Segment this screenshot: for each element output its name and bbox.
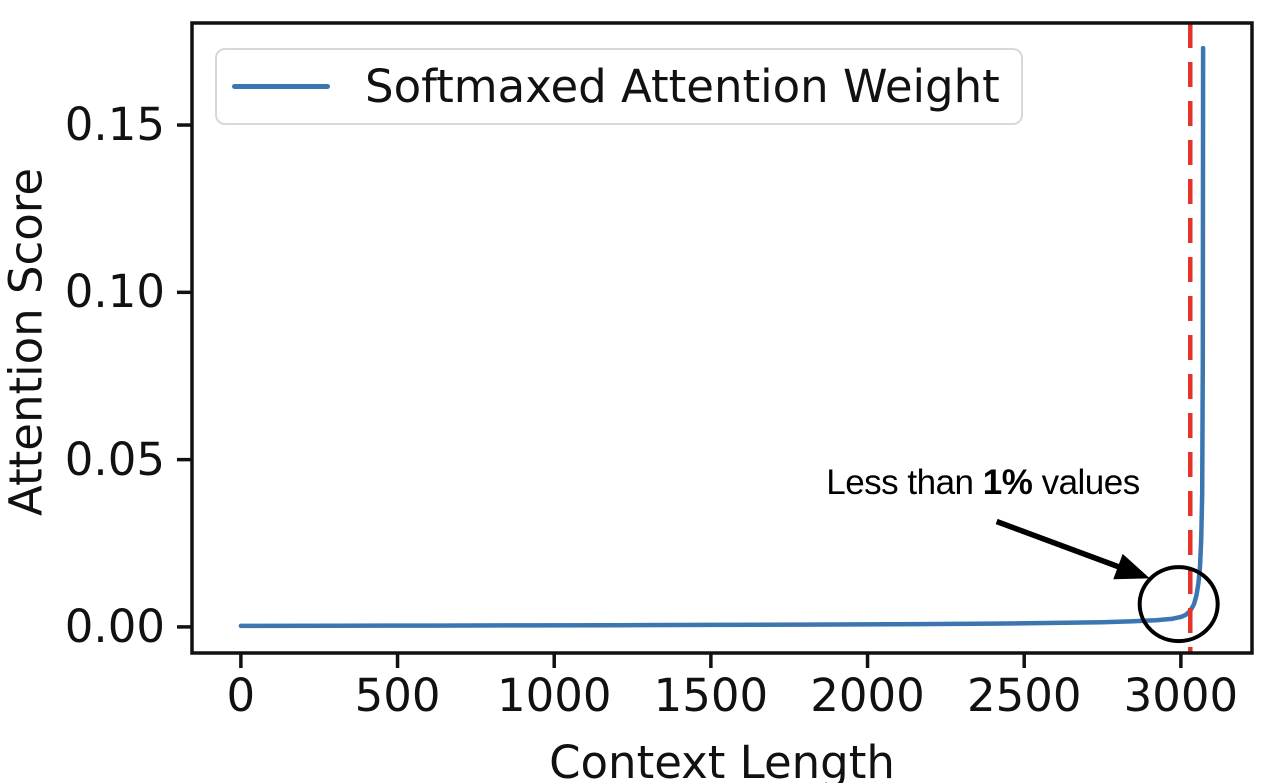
x-tick-label: 500 <box>354 669 441 722</box>
annotation-text-prefix: Less than <box>826 463 983 502</box>
annotation-text-suffix: values <box>1032 463 1141 502</box>
x-axis-label: Context Length <box>549 736 895 783</box>
annotation-text: Less than 1% values <box>826 463 1140 503</box>
x-tick-label: 0 <box>226 669 256 722</box>
annotation-arrow-head <box>1113 553 1150 580</box>
series-line <box>238 45 1206 629</box>
y-tick-label: 0.15 <box>64 98 165 152</box>
legend: Softmaxed Attention Weight <box>215 48 1023 125</box>
x-tick-label: 1000 <box>496 669 612 722</box>
x-tick-label: 2500 <box>966 669 1082 722</box>
x-tick-label: 2000 <box>810 669 925 722</box>
legend-line-sample <box>232 84 330 89</box>
annotation-arrow-shaft <box>995 518 1121 570</box>
x-tick-label: 1500 <box>653 669 769 722</box>
legend-label: Softmaxed Attention Weight <box>365 60 1000 113</box>
y-tick-label: 0.10 <box>64 265 165 319</box>
y-tick-label: 0.00 <box>64 599 165 653</box>
x-tick-label: 3000 <box>1123 669 1239 722</box>
y-tick-label: 0.05 <box>64 432 165 486</box>
annotation-text-bold: 1% <box>982 463 1033 502</box>
axes-frame <box>190 21 1254 655</box>
annotation-circle <box>1137 565 1220 644</box>
